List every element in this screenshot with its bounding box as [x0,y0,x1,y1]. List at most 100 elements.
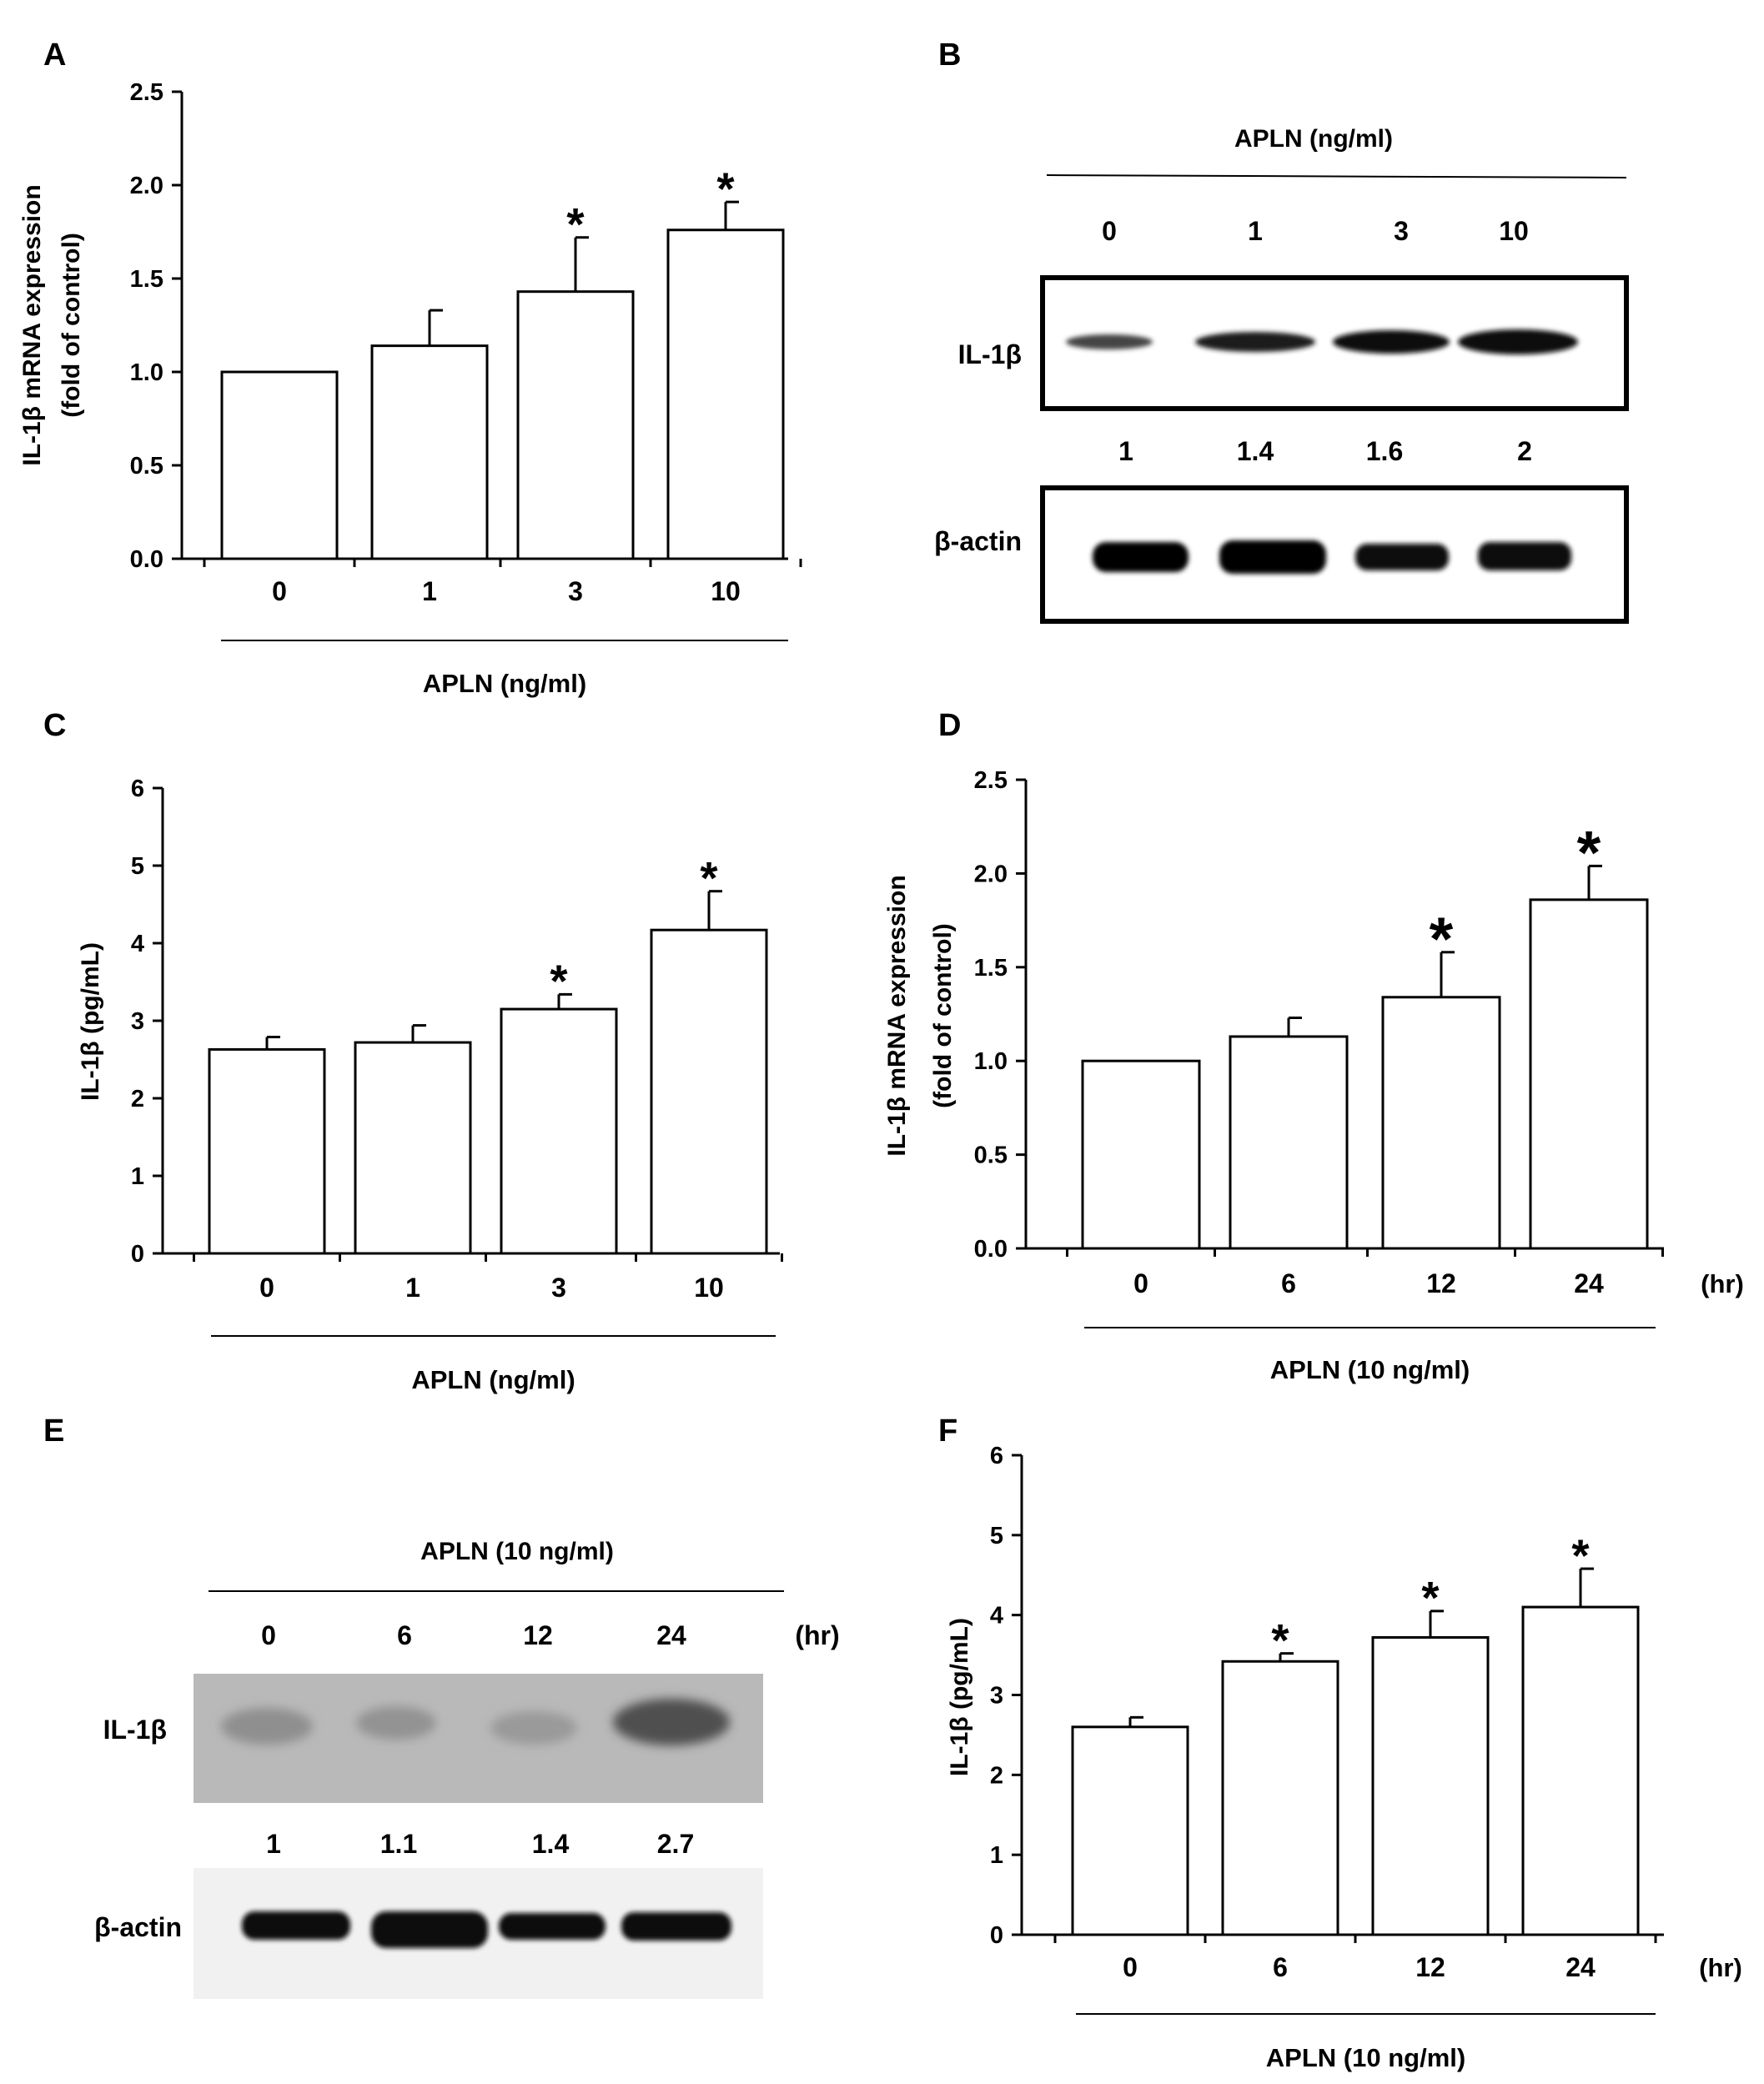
blot-b-header: APLN (ng/ml) [1234,125,1393,153]
y-tick-label: 1.0 [974,1048,1008,1075]
blot-e-quant: 2.7 [657,1829,694,1859]
y-tick-label: 6 [131,776,144,802]
y-tick-label: 2.0 [974,861,1008,887]
x-category-label: 24 [1574,1268,1604,1298]
x-category-label: 6 [1273,1952,1288,1982]
blot-b-quant: 1 [1118,436,1133,466]
panel-letter-b: B [938,38,961,73]
y-tick-label: 0.5 [130,453,163,480]
bar [1529,898,1649,1250]
bar [500,1007,618,1255]
y-axis-label: IL-1β mRNA expression [883,875,911,1156]
y-tick-label: 2.5 [974,767,1008,794]
bar [650,928,768,1255]
blot-b-quant: 1.4 [1237,436,1274,466]
y-tick-label: 2.0 [130,173,163,199]
blot-b-il1b-band [1333,330,1450,354]
y-tick-label: 5 [131,853,144,880]
y-axis-label-line2: (fold of control) [58,233,85,418]
y-tick-label: 2 [131,1086,144,1112]
chart-c: 0 1 2 3 4 5 6 IL-1β (pg/mL) 0 1 * 3 * 10 APLN (ng/ml) [77,776,783,1394]
x-category-label: 10 [694,1273,724,1303]
blot-e-actin-band [371,1911,488,1948]
bar [1229,1035,1349,1250]
bar [666,228,785,560]
x-axis-unit: (hr) [1701,1269,1744,1298]
significance-star: * [1421,1573,1440,1624]
bar [354,1041,472,1255]
x-axis-unit: (hr) [1699,1953,1742,1982]
blot-e-lane-label: 12 [523,1620,553,1650]
bar [1521,1605,1640,1936]
blot-b-il1b-band [1195,332,1315,352]
y-tick-label: 5 [990,1523,1003,1549]
y-tick-label: 4 [131,931,144,957]
blot-b-actin-band [1219,540,1326,574]
x-category-label: 0 [1123,1952,1138,1982]
y-axis-label-line2: (fold of control) [929,923,957,1108]
blot-b-band-label: IL-1β [958,339,1022,369]
x-category-label: 1 [422,576,437,606]
panel-letter-e: E [43,1414,64,1449]
blot-e: APLN (10 ng/ml) 0 6 12 24 (hr) IL-1β 1 1… [94,1538,840,1999]
bar [1221,1660,1339,1936]
blot-b-actin-band [1093,542,1189,572]
bar [220,370,339,560]
x-category-label: 1 [405,1273,420,1303]
y-tick-label: 6 [990,1443,1003,1469]
y-axis-label: IL-1β mRNA expression [18,184,46,465]
x-category-label: 12 [1426,1268,1456,1298]
significance-star: * [700,852,718,903]
y-tick-label: 1 [990,1842,1003,1869]
blot-b-quant: 2 [1517,436,1532,466]
y-tick-label: 4 [990,1603,1003,1630]
y-tick-label: 2.5 [130,79,163,106]
panel-letter-d: D [938,708,961,743]
x-category-label: 12 [1415,1952,1445,1982]
blot-b: APLN (ng/ml) 0 1 3 10 IL-1β 1 1.4 1.6 2 … [934,125,1629,624]
blot-b-lane-label: 10 [1499,216,1529,246]
blot-e-quant: 1 [266,1829,281,1859]
blot-e-quant: 1.1 [380,1829,417,1859]
blot-b-il1b-band [1066,334,1153,349]
significance-star: * [1571,1530,1590,1581]
y-tick-label: 0.5 [974,1142,1008,1169]
blot-e-actin-band [499,1913,606,1940]
bar [1081,1059,1201,1250]
y-tick-label: 2 [990,1762,1003,1789]
chart-a: 0.0 0.5 1.0 1.5 2.0 2.5 IL-1β mRNA expression (… [18,79,802,698]
blot-b-il1b-band [1458,329,1578,354]
y-tick-label: 0 [131,1241,144,1268]
x-category-label: 10 [711,576,741,606]
x-category-label: 3 [568,576,583,606]
chart-d: 0.0 0.5 1.0 1.5 2.0 2.5 IL-1β mRNA expression (… [883,767,1744,1384]
y-axis-label: IL-1β (pg/mL) [946,1618,973,1776]
blot-b-header-line [1046,174,1627,178]
bar [370,344,489,560]
bar [1371,1636,1490,1936]
x-category-label: 24 [1565,1952,1596,1982]
y-tick-label: 1.5 [130,266,163,293]
blot-e-band-label: IL-1β [103,1715,167,1745]
y-tick-label: 1 [131,1163,144,1190]
blot-e-il1b-band [221,1708,313,1745]
y-tick-label: 3 [990,1683,1003,1710]
blot-e-control-label: β-actin [94,1912,182,1942]
significance-star: * [1577,818,1601,887]
significance-star: * [550,956,568,1007]
x-category-label: 0 [259,1273,274,1303]
bar [516,290,635,560]
y-tick-label: 1.0 [130,359,163,386]
bar [1071,1725,1189,1936]
panel-letter-a: A [43,38,66,73]
significance-star: * [566,198,585,249]
significance-star: * [716,163,735,214]
blot-e-lane-label: 6 [397,1620,412,1650]
blot-b-control-label: β-actin [934,526,1022,556]
x-axis-label: APLN (ng/ml) [423,669,586,698]
y-tick-label: 3 [131,1008,144,1035]
blot-e-il1b-band [356,1706,436,1740]
blot-e-lane-label: 0 [261,1620,276,1650]
